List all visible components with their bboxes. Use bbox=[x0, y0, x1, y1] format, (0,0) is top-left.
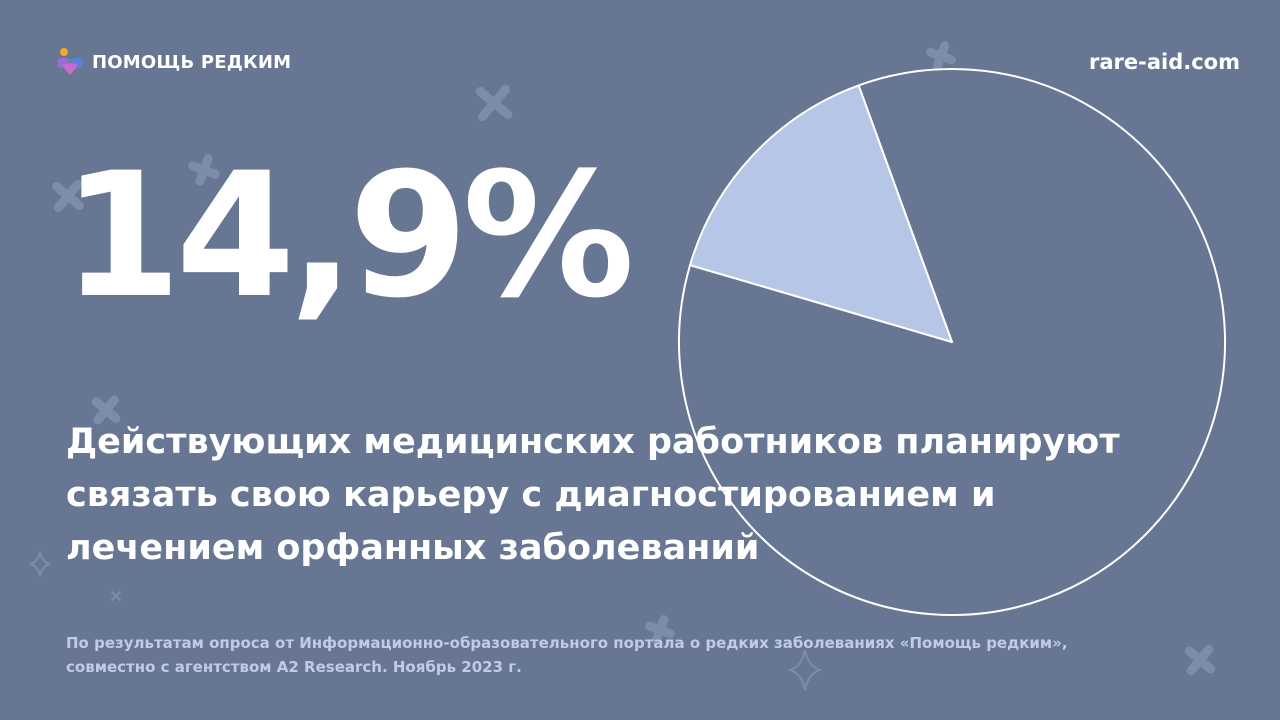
headline: Действующих медицинских работников плани… bbox=[66, 416, 1226, 575]
pie-slice-highlighted bbox=[689, 84, 953, 343]
people-cross-logo-icon bbox=[57, 48, 83, 75]
headline-line: связать свою карьеру с диагностированием… bbox=[66, 475, 996, 515]
site-url-link[interactable]: rare-aid.com bbox=[1089, 50, 1240, 74]
pie-chart bbox=[660, 50, 1244, 634]
cross-decoration-icon bbox=[475, 84, 513, 122]
brand-name: ПОМОЩЬ РЕДКИМ bbox=[92, 51, 292, 73]
headline-line: лечением орфанных заболеваний bbox=[66, 528, 760, 568]
source-footnote: По результатам опроса от Информационно-о… bbox=[66, 631, 1068, 679]
footnote-line: совместно с агентством A2 Research. Нояб… bbox=[66, 658, 522, 676]
brand-logo[interactable]: ПОМОЩЬ РЕДКИМ bbox=[56, 47, 291, 77]
footnote-line: По результатам опроса от Информационно-о… bbox=[66, 634, 1068, 652]
sparkle-decoration-icon bbox=[111, 591, 121, 601]
pie-chart-svg bbox=[678, 68, 1226, 616]
cross-decoration-icon bbox=[1184, 644, 1216, 676]
sparkle-decoration-icon bbox=[29, 551, 51, 577]
headline-line: Действующих медицинских работников плани… bbox=[66, 422, 1120, 462]
stat-value: 14,9% bbox=[62, 135, 635, 336]
